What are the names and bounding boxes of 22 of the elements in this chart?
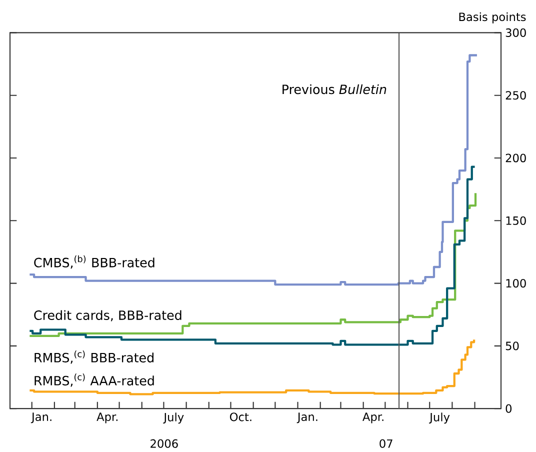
x-tick-label: July bbox=[429, 412, 450, 424]
x-tick-label: Oct. bbox=[230, 412, 252, 422]
x-tick-label: July bbox=[163, 412, 184, 424]
y-tick-label: 50 bbox=[506, 342, 519, 350]
y-axis-title: Basis points bbox=[459, 12, 526, 24]
text: 2006 bbox=[150, 439, 178, 448]
text: 07 bbox=[380, 439, 392, 448]
x-tick-label: Jan. bbox=[30, 412, 52, 424]
x-tick-label: Jan. bbox=[296, 412, 318, 424]
series-label: RMBS,$^{(c)}$ AAA-rated bbox=[34, 373, 154, 387]
x-tick-label: Apr. bbox=[362, 412, 384, 424]
y-tick-label: 150 bbox=[506, 216, 526, 225]
y-tick-label: 100 bbox=[506, 279, 526, 288]
ref-line-label: Previous Bulletin bbox=[282, 84, 386, 94]
y-tick-label: 200 bbox=[506, 154, 526, 162]
y-tick-label: 300 bbox=[506, 28, 526, 37]
series-label: CMBS,$^{(b)}$ BBB-rated bbox=[34, 255, 154, 269]
y-tick-label: 250 bbox=[506, 91, 526, 100]
x-tick-label: Apr. bbox=[96, 412, 118, 424]
series-label: Credit cards, BBB-rated bbox=[34, 310, 182, 322]
series-label: RMBS,$^{(c)}$ BBB-rated bbox=[34, 350, 154, 364]
y-tick-label: 0 bbox=[506, 404, 512, 413]
